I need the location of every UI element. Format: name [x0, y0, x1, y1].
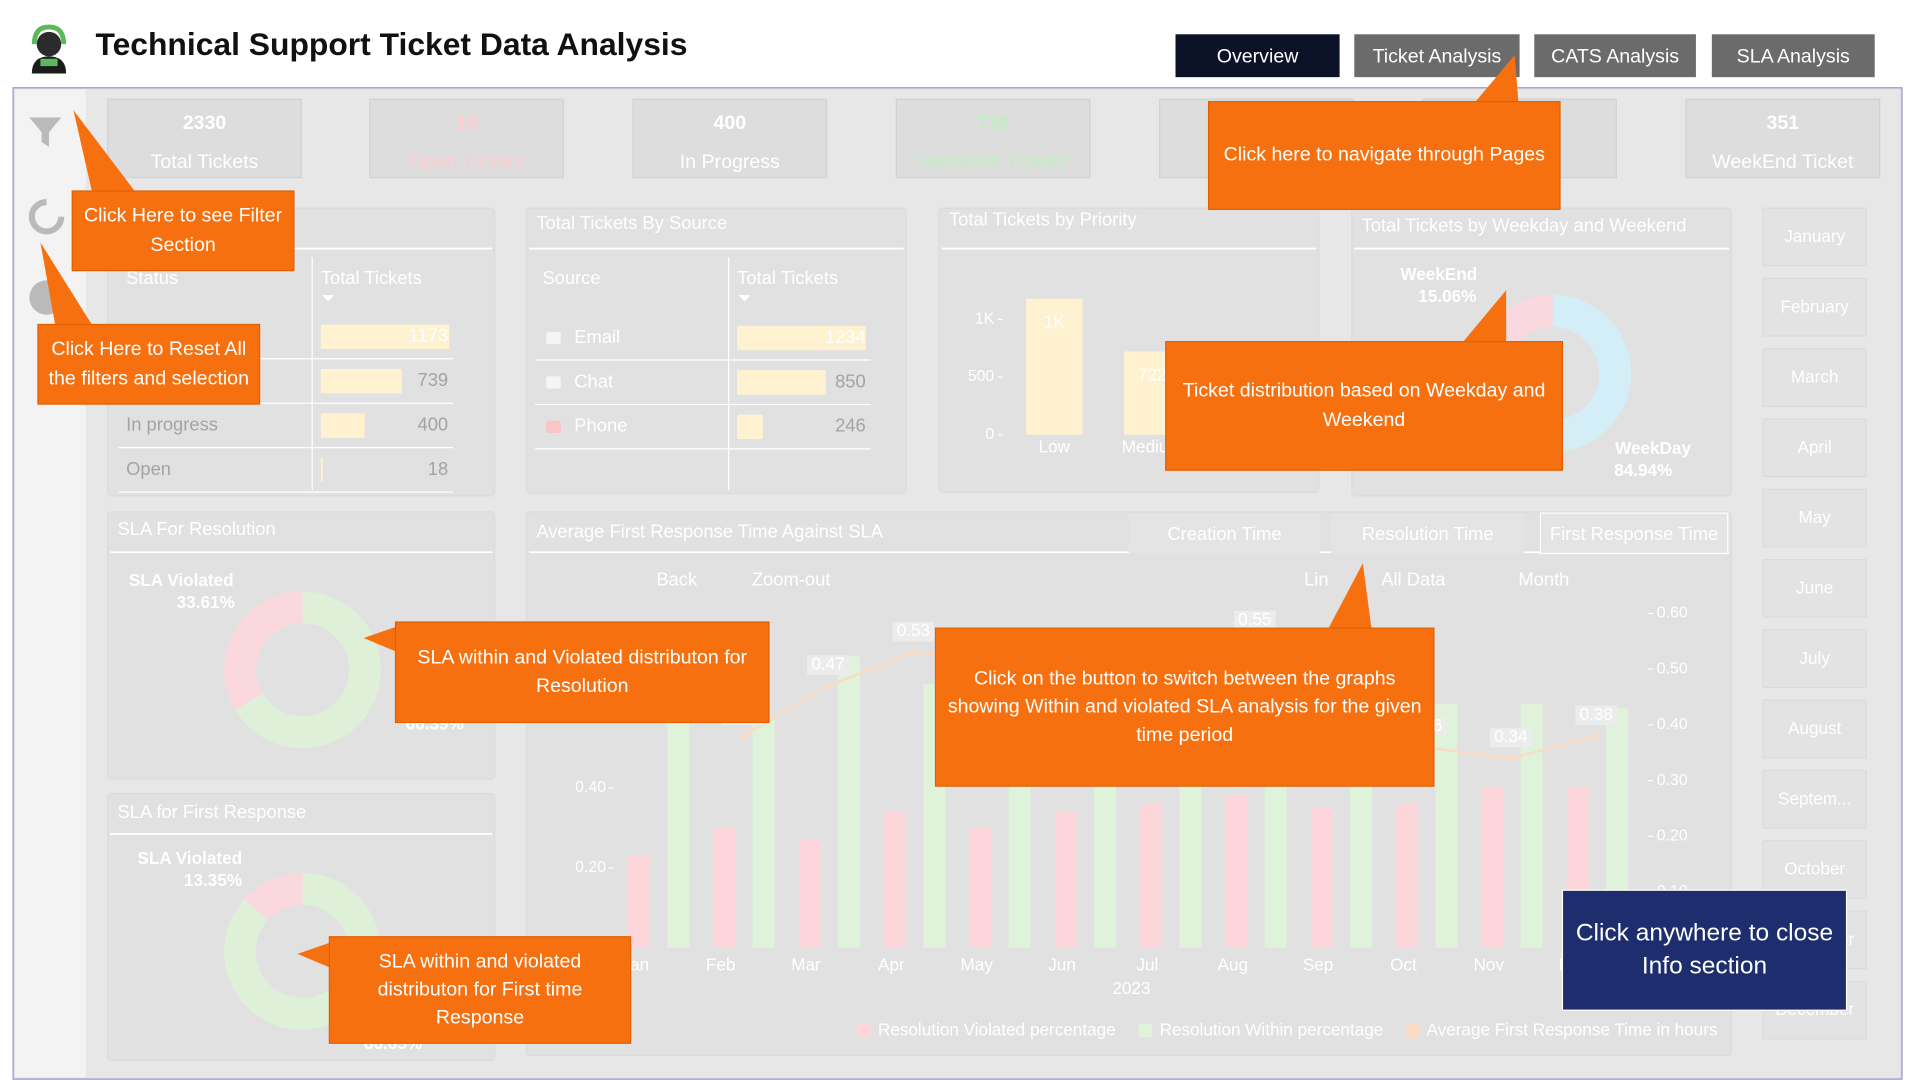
callout-pointer [1475, 55, 1519, 102]
callout-text: Click Here to see Filter Section [83, 206, 283, 256]
callout-box [328, 936, 632, 1044]
nav-bar: Overview Ticket Analysis CATS Analysis SLA … [1175, 34, 1875, 78]
nav-button[interactable] [1711, 34, 1875, 78]
logo-head [36, 31, 62, 57]
callout-frame: Ticket distribution based on Weekday and… [1182, 381, 1546, 431]
logo [31, 24, 67, 74]
callout-frame: Click here to navigate through Pages [1223, 144, 1545, 166]
nav-button-label: SLA Analysis [1737, 46, 1850, 68]
info-callouts: Click Here to see Filter Section Click He… [37, 55, 1848, 1044]
callout-frame: Click Here to Reset All the filters and … [48, 339, 249, 389]
callout-frame: Click Here to see Filter Section [83, 206, 283, 256]
callout-text: Click on the button to switch between th… [947, 668, 1422, 746]
nav-button-label: Overview [1217, 46, 1299, 68]
callout-frame: Click on the button to switch between th… [947, 668, 1422, 746]
callout-pointer [1328, 563, 1372, 629]
logo-badge [40, 58, 58, 67]
close-info-frame: Click anywhere to close Info section [1575, 919, 1834, 980]
close-info-button[interactable] [1561, 889, 1848, 1011]
callout-text: Click Here to Reset All the filters and … [48, 339, 249, 389]
nav-button[interactable] [1354, 34, 1520, 78]
nav-button-label: Ticket Analysis [1373, 46, 1502, 68]
callout-box [71, 190, 295, 272]
nav-button[interactable] [1175, 34, 1340, 78]
logo-headset [31, 24, 67, 45]
callout-text: SLA within and violated distributon for … [377, 951, 583, 1029]
callout-frame: SLA within and violated distributon for … [377, 951, 583, 1029]
nav-button-label: CATS Analysis [1551, 46, 1679, 68]
callout-box [934, 627, 1435, 787]
callout-pointer [297, 942, 330, 968]
nav-button[interactable] [1534, 34, 1696, 78]
callout-text: Click here to navigate through Pages [1223, 144, 1545, 166]
callout-box [1165, 341, 1564, 471]
callout-box [37, 323, 261, 405]
callout-box [394, 621, 770, 724]
callout-text: SLA within and Violated distributon for … [417, 647, 748, 697]
page-title: Technical Support Ticket Data Analysis [96, 26, 688, 62]
callout-box [1207, 101, 1561, 210]
callout-frame: SLA within and Violated distributon for … [417, 647, 748, 697]
callout-text: Ticket distribution based on Weekday and… [1182, 381, 1546, 431]
callout-pointer [363, 626, 396, 652]
close-info-text: Click anywhere to close Info section [1575, 919, 1834, 980]
